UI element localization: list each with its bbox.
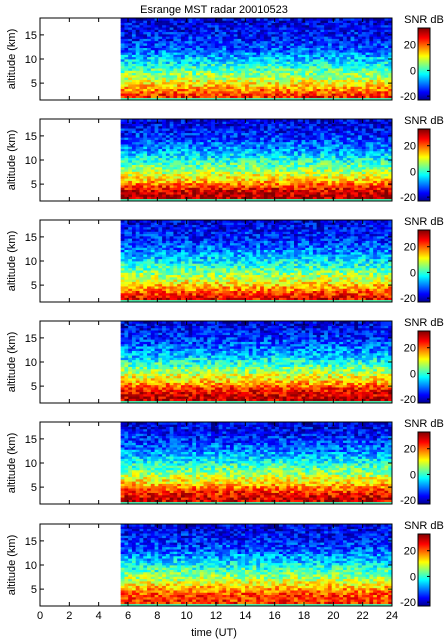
colorbar-tick-label-2-0: 0	[410, 166, 416, 178]
y-tick-label-3-15: 15	[25, 232, 37, 244]
colorbar-tick-label-3-0: 0	[410, 267, 416, 279]
y-tick-label-2-5: 5	[31, 179, 37, 191]
y-tick-label-1-10: 10	[25, 54, 37, 66]
colorbar-2: -20 0 20 SNR dB	[400, 115, 444, 204]
colorbar-bar-1	[417, 27, 431, 101]
colorbar-tick-label-6--20: -20	[400, 597, 416, 609]
x-tick-label-20: 20	[327, 610, 339, 622]
colorbar-bar-3	[417, 229, 431, 303]
y-axis-label-3: altitude (km)	[6, 231, 18, 292]
y-tick-label-5-15: 15	[25, 434, 37, 446]
colorbar-bar-6	[417, 533, 431, 607]
colorbar-tick-label-2-20: 20	[404, 141, 416, 153]
colorbar-6: -20 0 20 SNR dB	[400, 520, 444, 609]
y-axis-label-6: altitude (km)	[6, 535, 18, 596]
x-tick-label-12: 12	[210, 610, 222, 622]
x-tick-label-24: 24	[386, 610, 398, 622]
colorbar-5: -20 0 20 SNR dB	[400, 418, 444, 507]
y-tick-label-5-10: 10	[25, 458, 37, 470]
colorbar-4: -20 0 20 SNR dB	[400, 317, 444, 406]
colorbar-tick-label-5-20: 20	[404, 444, 416, 456]
colorbar-label-5: SNR dB	[404, 418, 444, 430]
x-tick-label-18: 18	[298, 610, 310, 622]
x-tick-label-0: 0	[37, 610, 43, 622]
heatmap-3	[120, 220, 393, 303]
colorbar-3: -20 0 20 SNR dB	[400, 216, 444, 305]
colorbar-bar-2	[417, 128, 431, 202]
panel-4: 5 10 15 altitude (km) -20 0 20 SNR dB	[6, 317, 444, 406]
colorbar-tick-label-2--20: -20	[400, 192, 416, 204]
panel-1: 5 10 15 altitude (km) -20 0 20 SNR dB	[6, 14, 444, 103]
y-tick-label-4-5: 5	[31, 381, 37, 393]
x-tick-label-4: 4	[96, 610, 102, 622]
colorbar-bar-4	[417, 330, 431, 404]
y-tick-label-1-5: 5	[31, 78, 37, 90]
colorbar-tick-label-4-0: 0	[410, 368, 416, 380]
colorbar-label-6: SNR dB	[404, 520, 444, 532]
colorbar-tick-label-4-20: 20	[404, 343, 416, 355]
heatmap-6	[120, 524, 393, 607]
y-tick-label-6-10: 10	[25, 560, 37, 572]
y-axis-label-1: altitude (km)	[6, 29, 18, 90]
colorbar-label-3: SNR dB	[404, 216, 444, 228]
colorbar-tick-label-6-0: 0	[410, 571, 416, 583]
colorbar-tick-label-5-0: 0	[410, 469, 416, 481]
x-tick-label-6: 6	[125, 610, 131, 622]
y-tick-label-4-10: 10	[25, 357, 37, 369]
x-tick-label-10: 10	[181, 610, 193, 622]
colorbar-tick-label-1-20: 20	[404, 40, 416, 52]
y-tick-label-3-10: 10	[25, 256, 37, 268]
y-axis-label-4: altitude (km)	[6, 332, 18, 393]
heatmap-2	[120, 119, 393, 202]
colorbar-tick-label-3--20: -20	[400, 293, 416, 305]
colorbar-tick-label-1--20: -20	[400, 91, 416, 103]
y-axis-label-2: altitude (km)	[6, 130, 18, 191]
y-tick-label-1-15: 15	[25, 30, 37, 42]
heatmap-4	[120, 321, 393, 404]
y-tick-label-4-15: 15	[25, 333, 37, 345]
colorbar-label-2: SNR dB	[404, 115, 444, 127]
colorbar-tick-label-1-0: 0	[410, 65, 416, 77]
y-tick-label-6-5: 5	[31, 584, 37, 596]
y-tick-label-5-5: 5	[31, 482, 37, 494]
y-tick-label-2-10: 10	[25, 155, 37, 167]
panel-5: 5 10 15 altitude (km) -20 0 20 SNR dB	[6, 418, 444, 507]
colorbar-label-1: SNR dB	[404, 14, 444, 26]
panel-3: 5 10 15 altitude (km) -20 0 20 SNR dB	[6, 216, 444, 305]
y-axis-label-5: altitude (km)	[6, 433, 18, 494]
x-tick-label-8: 8	[154, 610, 160, 622]
colorbar-tick-label-5--20: -20	[400, 495, 416, 507]
colorbar-tick-label-6-20: 20	[404, 546, 416, 558]
colorbar-bar-5	[417, 431, 431, 505]
y-tick-label-3-5: 5	[31, 280, 37, 292]
y-tick-label-6-15: 15	[25, 536, 37, 548]
y-tick-label-2-15: 15	[25, 131, 37, 143]
colorbar-label-4: SNR dB	[404, 317, 444, 329]
x-tick-label-22: 22	[357, 610, 369, 622]
x-tick-label-14: 14	[239, 610, 251, 622]
colorbar-tick-label-3-20: 20	[404, 242, 416, 254]
heatmap-1	[120, 18, 393, 101]
heatmap-5	[120, 422, 393, 505]
x-tick-label-16: 16	[269, 610, 281, 622]
x-tick-label-2: 2	[66, 610, 72, 622]
colorbar-tick-label-4--20: -20	[400, 394, 416, 406]
panel-2: 5 10 15 altitude (km) -20 0 20 SNR dB	[6, 115, 444, 204]
colorbar-1: -20 0 20 SNR dB	[400, 14, 444, 103]
chart-title: Esrange MST radar 20010523	[140, 4, 288, 16]
x-axis-label: time (UT)	[191, 627, 237, 639]
